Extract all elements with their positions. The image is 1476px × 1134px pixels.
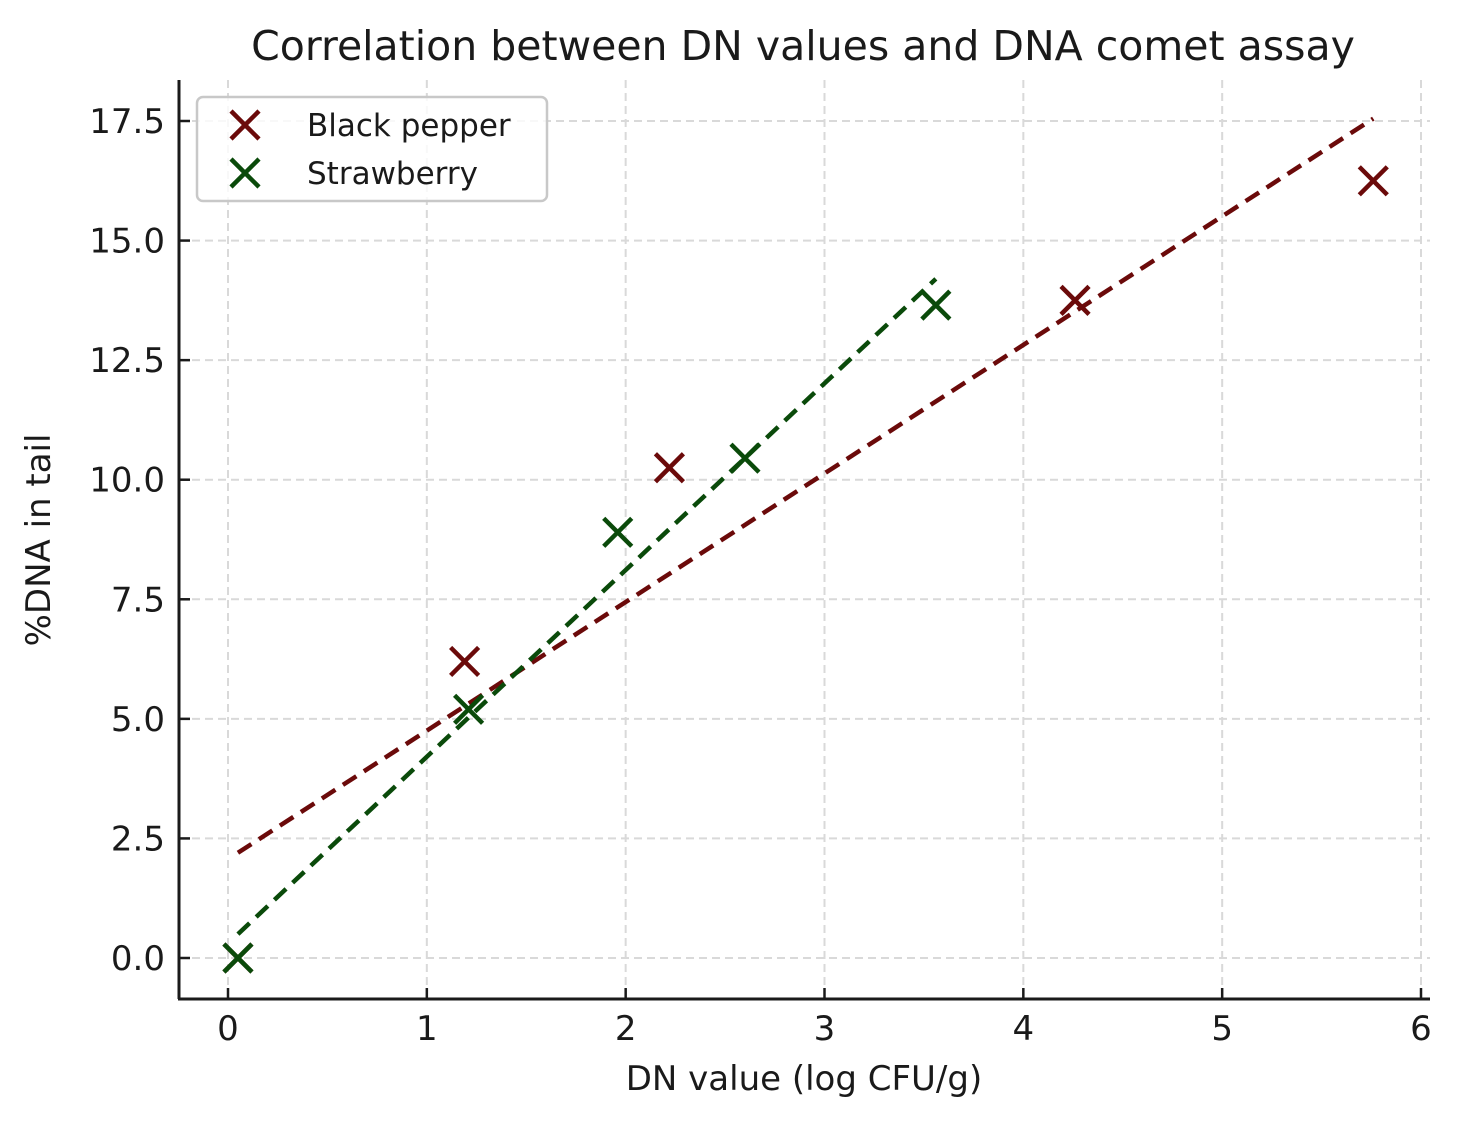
grid <box>179 80 1430 999</box>
data-point-strawberry <box>222 942 254 974</box>
x-tick-label: 1 <box>416 1009 438 1049</box>
legend-label: Black pepper <box>307 108 511 144</box>
x-ticks: 0 1 2 3 4 5 6 <box>217 988 1432 1049</box>
data-point-black-pepper <box>1357 165 1389 197</box>
legend: Black pepper Strawberry <box>195 95 549 203</box>
y-tick-label: 17.5 <box>89 102 165 142</box>
data-point-strawberry <box>602 516 634 548</box>
y-tick-label: 0.0 <box>111 939 165 979</box>
chart-title: Correlation between DN values and DNA co… <box>251 22 1355 70</box>
legend-label: Strawberry <box>307 156 478 192</box>
y-ticks: 0.0 2.5 5.0 7.5 10.0 12.5 15.0 17.5 <box>89 102 190 979</box>
x-axis-label: DN value (log CFU/g) <box>626 1059 983 1099</box>
trendline-strawberry <box>236 277 938 936</box>
x-tick-label: 4 <box>1013 1009 1035 1049</box>
legend-marker-strawberry <box>229 157 261 189</box>
y-axis-label: %DNA in tail <box>19 434 59 647</box>
trendline-black-pepper <box>236 116 1375 855</box>
data-point-strawberry <box>920 289 952 321</box>
data-point-black-pepper <box>653 452 686 484</box>
data-point-strawberry <box>729 442 761 474</box>
trendlines <box>236 116 1375 936</box>
data-point-strawberry <box>452 693 485 725</box>
y-tick-label: 5.0 <box>111 700 165 740</box>
y-tick-label: 7.5 <box>111 580 165 620</box>
x-tick-label: 6 <box>1410 1009 1432 1049</box>
legend-box <box>195 95 549 203</box>
axes <box>177 80 1430 1001</box>
x-tick-label: 5 <box>1211 1009 1233 1049</box>
data-points <box>222 165 1389 974</box>
y-tick-label: 15.0 <box>89 222 165 262</box>
y-tick-label: 2.5 <box>111 819 165 859</box>
x-tick-label: 2 <box>615 1009 637 1049</box>
x-tick-label: 3 <box>814 1009 836 1049</box>
data-point-black-pepper <box>1059 284 1091 316</box>
x-tick-label: 0 <box>217 1009 239 1049</box>
data-point-black-pepper <box>449 645 481 678</box>
y-tick-label: 10.0 <box>89 461 165 501</box>
legend-marker-black-pepper <box>229 109 261 141</box>
y-tick-label: 12.5 <box>89 341 165 381</box>
